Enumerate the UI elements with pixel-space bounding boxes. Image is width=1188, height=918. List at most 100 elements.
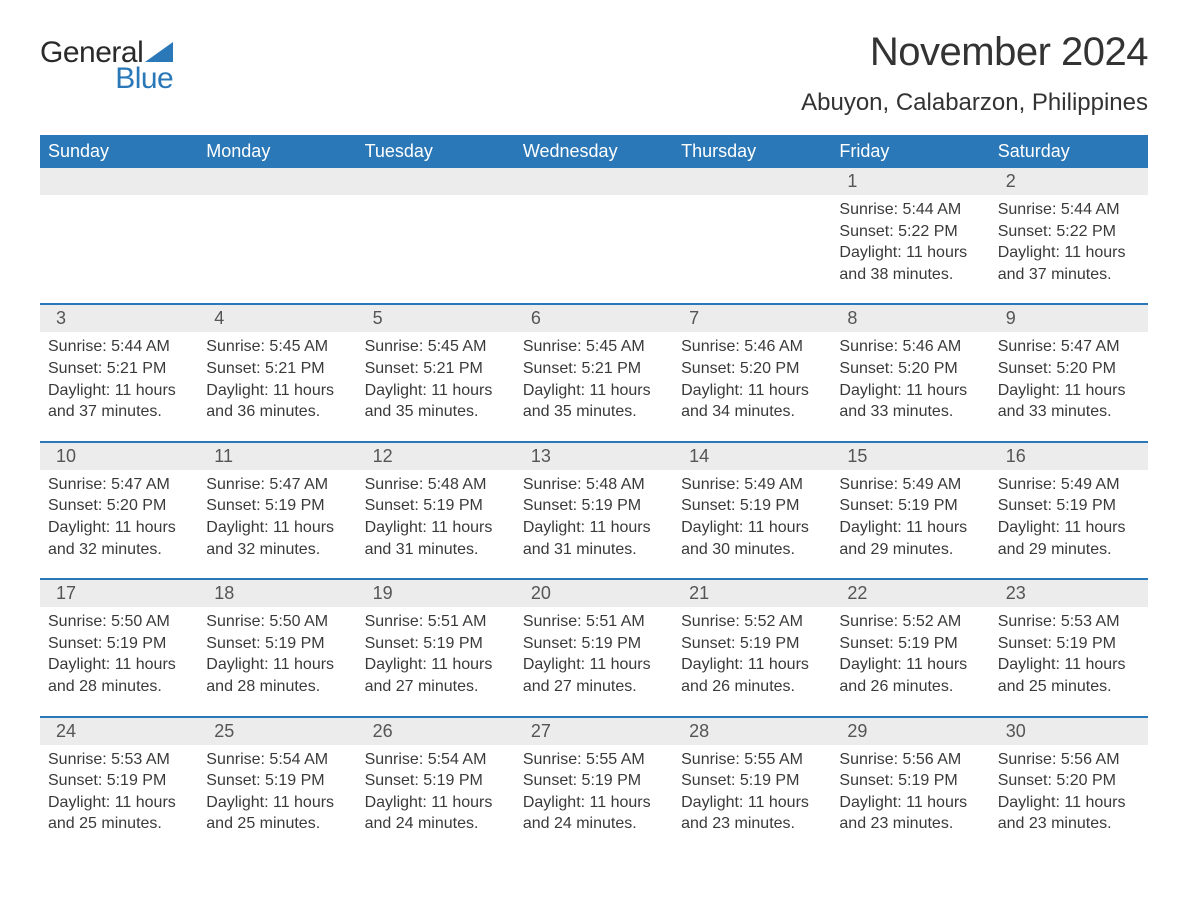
day-content: Sunrise: 5:53 AMSunset: 5:19 PMDaylight:… (40, 749, 190, 835)
sunrise-line: Sunrise: 5:47 AM (206, 474, 348, 496)
logo: General Blue (40, 36, 173, 96)
calendar-day: 12Sunrise: 5:48 AMSunset: 5:19 PMDayligh… (357, 443, 515, 578)
calendar-day: 9 Sunrise: 5:47 AMSunset: 5:20 PMDaylight… (990, 305, 1148, 440)
day-number: 2 (998, 171, 1140, 192)
sunset-line: Sunset: 5:19 PM (681, 770, 823, 792)
sunset-line: Sunset: 5:19 PM (365, 495, 507, 517)
calendar-day: 17Sunrise: 5:50 AMSunset: 5:19 PMDayligh… (40, 580, 198, 715)
calendar-week: 24Sunrise: 5:53 AMSunset: 5:19 PMDayligh… (40, 716, 1148, 853)
sunset-line: Sunset: 5:19 PM (839, 770, 981, 792)
day-number: 28 (681, 721, 823, 742)
day-content: Sunrise: 5:55 AMSunset: 5:19 PMDaylight:… (515, 749, 665, 835)
day-number: 5 (365, 308, 507, 329)
daylight-line: Daylight: 11 hours and 34 minutes. (681, 380, 823, 423)
day-content: Sunrise: 5:56 AMSunset: 5:20 PMDaylight:… (990, 749, 1140, 835)
sunset-line: Sunset: 5:19 PM (998, 495, 1140, 517)
sunrise-line: Sunrise: 5:50 AM (206, 611, 348, 633)
daylight-line: Daylight: 11 hours and 35 minutes. (365, 380, 507, 423)
day-number: 7 (681, 308, 823, 329)
day-number: 3 (48, 308, 190, 329)
sunset-line: Sunset: 5:19 PM (48, 770, 190, 792)
calendar-day: 26Sunrise: 5:54 AMSunset: 5:19 PMDayligh… (357, 718, 515, 853)
sunrise-line: Sunrise: 5:46 AM (839, 336, 981, 358)
daylight-line: Daylight: 11 hours and 29 minutes. (839, 517, 981, 560)
calendar-week: 17Sunrise: 5:50 AMSunset: 5:19 PMDayligh… (40, 578, 1148, 715)
daylight-line: Daylight: 11 hours and 25 minutes. (206, 792, 348, 835)
daylight-line: Daylight: 11 hours and 26 minutes. (681, 654, 823, 697)
calendar-day-empty (198, 168, 356, 303)
day-number: 8 (839, 308, 981, 329)
sunrise-line: Sunrise: 5:56 AM (998, 749, 1140, 771)
day-number-bar: 8 (831, 305, 989, 332)
daylight-line: Daylight: 11 hours and 36 minutes. (206, 380, 348, 423)
calendar-day: 27 Sunrise: 5:55 AMSunset: 5:19 PMDayligh… (515, 718, 673, 853)
calendar-header-cell: Friday (831, 135, 989, 168)
sunrise-line: Sunrise: 5:56 AM (839, 749, 981, 771)
daylight-line: Daylight: 11 hours and 33 minutes. (839, 380, 981, 423)
calendar-day: 1 Sunrise: 5:44 AMSunset: 5:22 PMDaylight… (831, 168, 989, 303)
sunrise-line: Sunrise: 5:44 AM (839, 199, 981, 221)
daylight-line: Daylight: 11 hours and 24 minutes. (523, 792, 665, 835)
calendar-header-cell: Monday (198, 135, 356, 168)
day-content: Sunrise: 5:44 AMSunset: 5:21 PMDaylight:… (40, 336, 190, 422)
day-content: Sunrise: 5:49 AMSunset: 5:19 PMDaylight:… (831, 474, 981, 560)
day-content: Sunrise: 5:55 AMSunset: 5:19 PMDaylight:… (673, 749, 823, 835)
day-number (48, 171, 190, 192)
day-number: 30 (998, 721, 1140, 742)
day-content: Sunrise: 5:47 AMSunset: 5:20 PMDaylight:… (990, 336, 1140, 422)
day-number (365, 171, 507, 192)
day-number: 6 (523, 308, 665, 329)
daylight-line: Daylight: 11 hours and 24 minutes. (365, 792, 507, 835)
sunset-line: Sunset: 5:22 PM (839, 221, 981, 243)
sunset-line: Sunset: 5:21 PM (206, 358, 348, 380)
day-number: 26 (365, 721, 507, 742)
day-number-bar: 19 (357, 580, 515, 607)
calendar-day-empty (515, 168, 673, 303)
daylight-line: Daylight: 11 hours and 23 minutes. (681, 792, 823, 835)
day-number-bar: 3 (40, 305, 198, 332)
sunset-line: Sunset: 5:19 PM (523, 770, 665, 792)
calendar-week: 10Sunrise: 5:47 AMSunset: 5:20 PMDayligh… (40, 441, 1148, 578)
sunset-line: Sunset: 5:19 PM (365, 633, 507, 655)
calendar-day-empty (673, 168, 831, 303)
sunrise-line: Sunrise: 5:44 AM (998, 199, 1140, 221)
sunset-line: Sunset: 5:21 PM (523, 358, 665, 380)
day-number-bar: 2 (990, 168, 1148, 195)
day-number-bar: 16 (990, 443, 1148, 470)
sunrise-line: Sunrise: 5:55 AM (523, 749, 665, 771)
day-number-bar: 27 (515, 718, 673, 745)
day-number (523, 171, 665, 192)
day-number-bar: 23 (990, 580, 1148, 607)
day-number-bar: 28 (673, 718, 831, 745)
daylight-line: Daylight: 11 hours and 31 minutes. (523, 517, 665, 560)
day-number-bar: 9 (990, 305, 1148, 332)
calendar-day: 23Sunrise: 5:53 AMSunset: 5:19 PMDayligh… (990, 580, 1148, 715)
daylight-line: Daylight: 11 hours and 29 minutes. (998, 517, 1140, 560)
calendar-day-empty (40, 168, 198, 303)
sunrise-line: Sunrise: 5:51 AM (365, 611, 507, 633)
day-number: 1 (839, 171, 981, 192)
calendar-day: 10Sunrise: 5:47 AMSunset: 5:20 PMDayligh… (40, 443, 198, 578)
daylight-line: Daylight: 11 hours and 27 minutes. (365, 654, 507, 697)
day-number: 15 (839, 446, 981, 467)
calendar-day-empty (357, 168, 515, 303)
calendar-day: 29Sunrise: 5:56 AMSunset: 5:19 PMDayligh… (831, 718, 989, 853)
daylight-line: Daylight: 11 hours and 35 minutes. (523, 380, 665, 423)
logo-text-blue: Blue (115, 62, 173, 96)
calendar-day: 22Sunrise: 5:52 AMSunset: 5:19 PMDayligh… (831, 580, 989, 715)
day-content: Sunrise: 5:45 AMSunset: 5:21 PMDaylight:… (198, 336, 348, 422)
daylight-line: Daylight: 11 hours and 33 minutes. (998, 380, 1140, 423)
day-number: 12 (365, 446, 507, 467)
daylight-line: Daylight: 11 hours and 38 minutes. (839, 242, 981, 285)
day-number-bar: 1 (831, 168, 989, 195)
day-number: 20 (523, 583, 665, 604)
daylight-line: Daylight: 11 hours and 26 minutes. (839, 654, 981, 697)
sunrise-line: Sunrise: 5:49 AM (839, 474, 981, 496)
day-content: Sunrise: 5:50 AMSunset: 5:19 PMDaylight:… (198, 611, 348, 697)
day-number-bar: 13 (515, 443, 673, 470)
daylight-line: Daylight: 11 hours and 32 minutes. (48, 517, 190, 560)
day-number-bar (40, 168, 198, 195)
day-content: Sunrise: 5:54 AMSunset: 5:19 PMDaylight:… (198, 749, 348, 835)
sunset-line: Sunset: 5:22 PM (998, 221, 1140, 243)
sunrise-line: Sunrise: 5:53 AM (998, 611, 1140, 633)
